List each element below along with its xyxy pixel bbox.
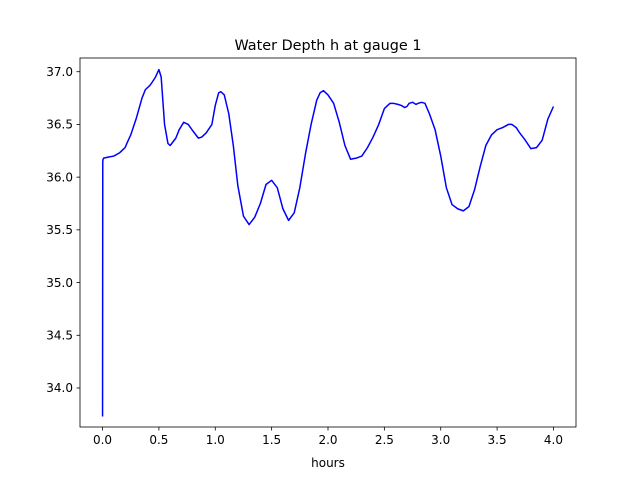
x-tick-label: 1.5 xyxy=(262,433,281,447)
x-tick-label: 3.5 xyxy=(488,433,507,447)
y-tick-label: 35.5 xyxy=(46,223,73,237)
y-tick-label: 34.0 xyxy=(46,381,73,395)
y-tick-label: 34.5 xyxy=(46,328,73,342)
plot-area xyxy=(80,58,576,427)
x-tick-label: 2.0 xyxy=(318,433,337,447)
chart-title: Water Depth h at gauge 1 xyxy=(234,38,421,54)
x-tick-label: 0.0 xyxy=(93,433,112,447)
y-axis-ticks: 34.0 34.5 35.0 35.5 36.0 36.5 37.0 xyxy=(46,65,80,395)
x-axis-label: hours xyxy=(311,456,345,470)
y-tick-label: 36.0 xyxy=(46,170,73,184)
x-tick-label: 1.0 xyxy=(206,433,225,447)
water-depth-line xyxy=(101,68,555,417)
x-tick-label: 0.5 xyxy=(149,433,168,447)
x-axis-ticks: 0.0 0.5 1.0 1.5 2.0 2.5 3.0 3.5 4.0 xyxy=(93,427,563,447)
x-tick-label: 3.0 xyxy=(431,433,450,447)
y-tick-label: 35.0 xyxy=(46,276,73,290)
y-tick-label: 37.0 xyxy=(46,65,73,79)
x-tick-label: 2.5 xyxy=(375,433,394,447)
plot-frame xyxy=(79,57,577,428)
y-tick-label: 36.5 xyxy=(46,118,73,132)
x-tick-label: 4.0 xyxy=(544,433,563,447)
